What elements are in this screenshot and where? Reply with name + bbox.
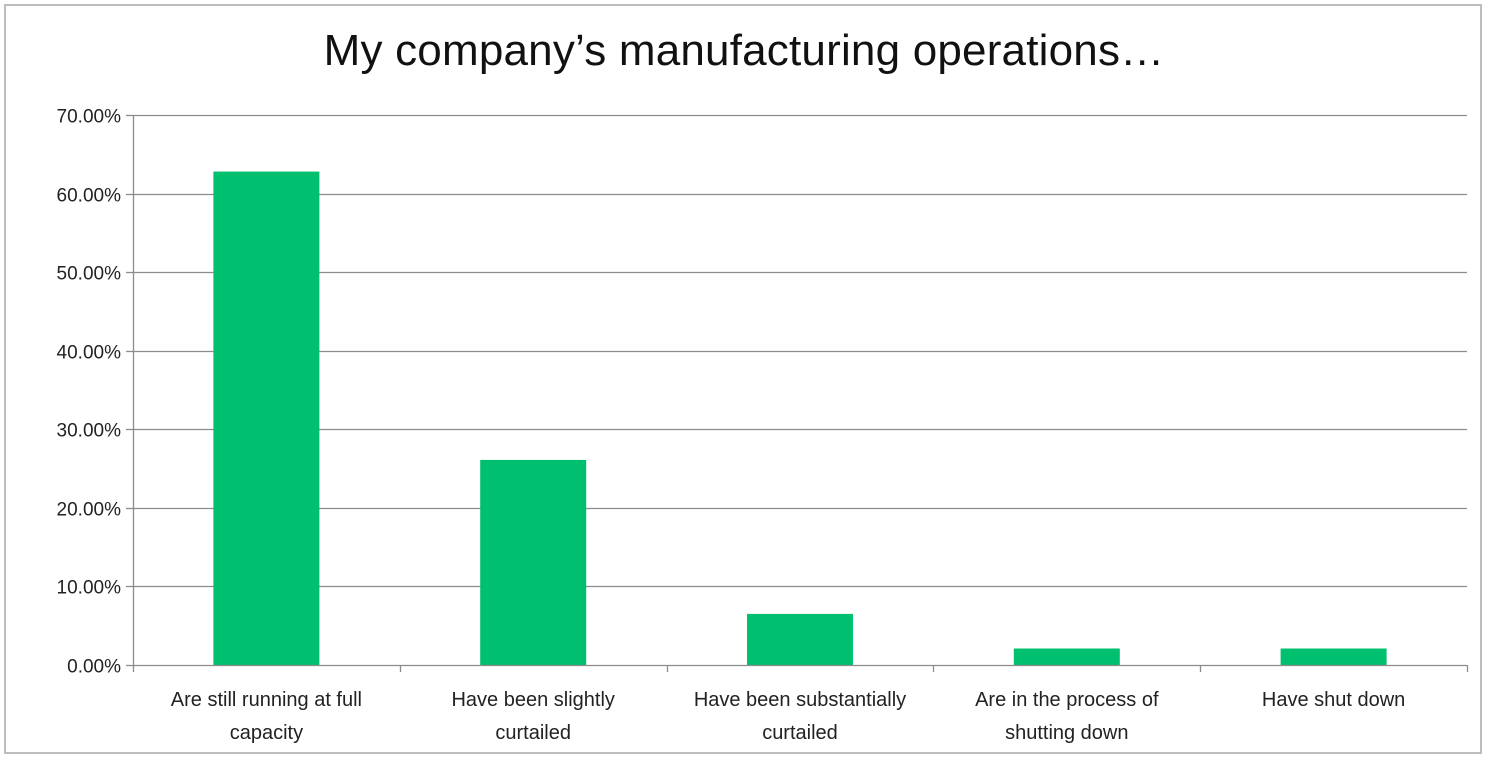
bar [1013,648,1120,665]
x-tick-label: Have shut down [1262,689,1405,711]
x-tick-label: capacity [230,722,303,744]
y-tick-label: 50.00% [57,264,122,285]
y-tick-label: 30.00% [57,421,122,442]
y-tick-labels: 0.00% 10.00% 20.00% 30.00% 40.00% 50.00% 60.00… [57,107,122,678]
x-tick-label: Are still running at full [171,689,362,711]
y-tick-label: 60.00% [57,186,122,207]
x-tick-label: Have been slightly [451,689,614,711]
y-tick-label: 20.00% [57,500,122,521]
y-tick-label: 40.00% [57,343,122,364]
bars [213,171,1387,666]
bar [213,171,320,666]
gridlines [133,114,1467,588]
x-tick-label: Are in the process of [975,689,1159,711]
x-tick-label: Have been substantially [694,689,906,711]
x-tick-label: shutting down [1005,722,1128,744]
y-tick-label: 70.00% [57,107,122,128]
bar [480,459,587,665]
axes [126,114,1469,672]
y-tick-label: 0.00% [67,657,121,678]
y-tick-label: 10.00% [57,578,122,599]
chart-title: My company’s manufacturing operations… [323,26,1165,75]
bar [747,613,853,665]
x-tick-label: curtailed [495,722,571,744]
bar [1280,648,1387,665]
x-tick-labels: Are still running at full capacity Have be… [171,689,1406,744]
x-tick-label: curtailed [762,722,838,744]
